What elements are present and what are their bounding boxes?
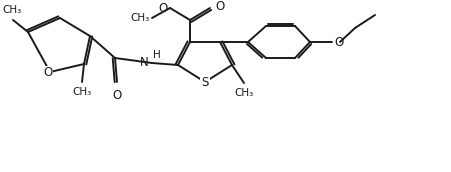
- Text: N: N: [140, 56, 149, 69]
- Text: CH₃: CH₃: [2, 5, 22, 15]
- Text: H: H: [152, 50, 161, 60]
- Text: O: O: [158, 2, 168, 14]
- Text: O: O: [112, 89, 121, 102]
- Text: CH₃: CH₃: [234, 88, 253, 98]
- Text: O: O: [333, 35, 342, 49]
- Text: CH₃: CH₃: [130, 13, 150, 23]
- Text: S: S: [201, 76, 208, 89]
- Text: O: O: [43, 66, 52, 78]
- Text: CH₃: CH₃: [72, 87, 92, 97]
- Text: O: O: [215, 0, 224, 13]
